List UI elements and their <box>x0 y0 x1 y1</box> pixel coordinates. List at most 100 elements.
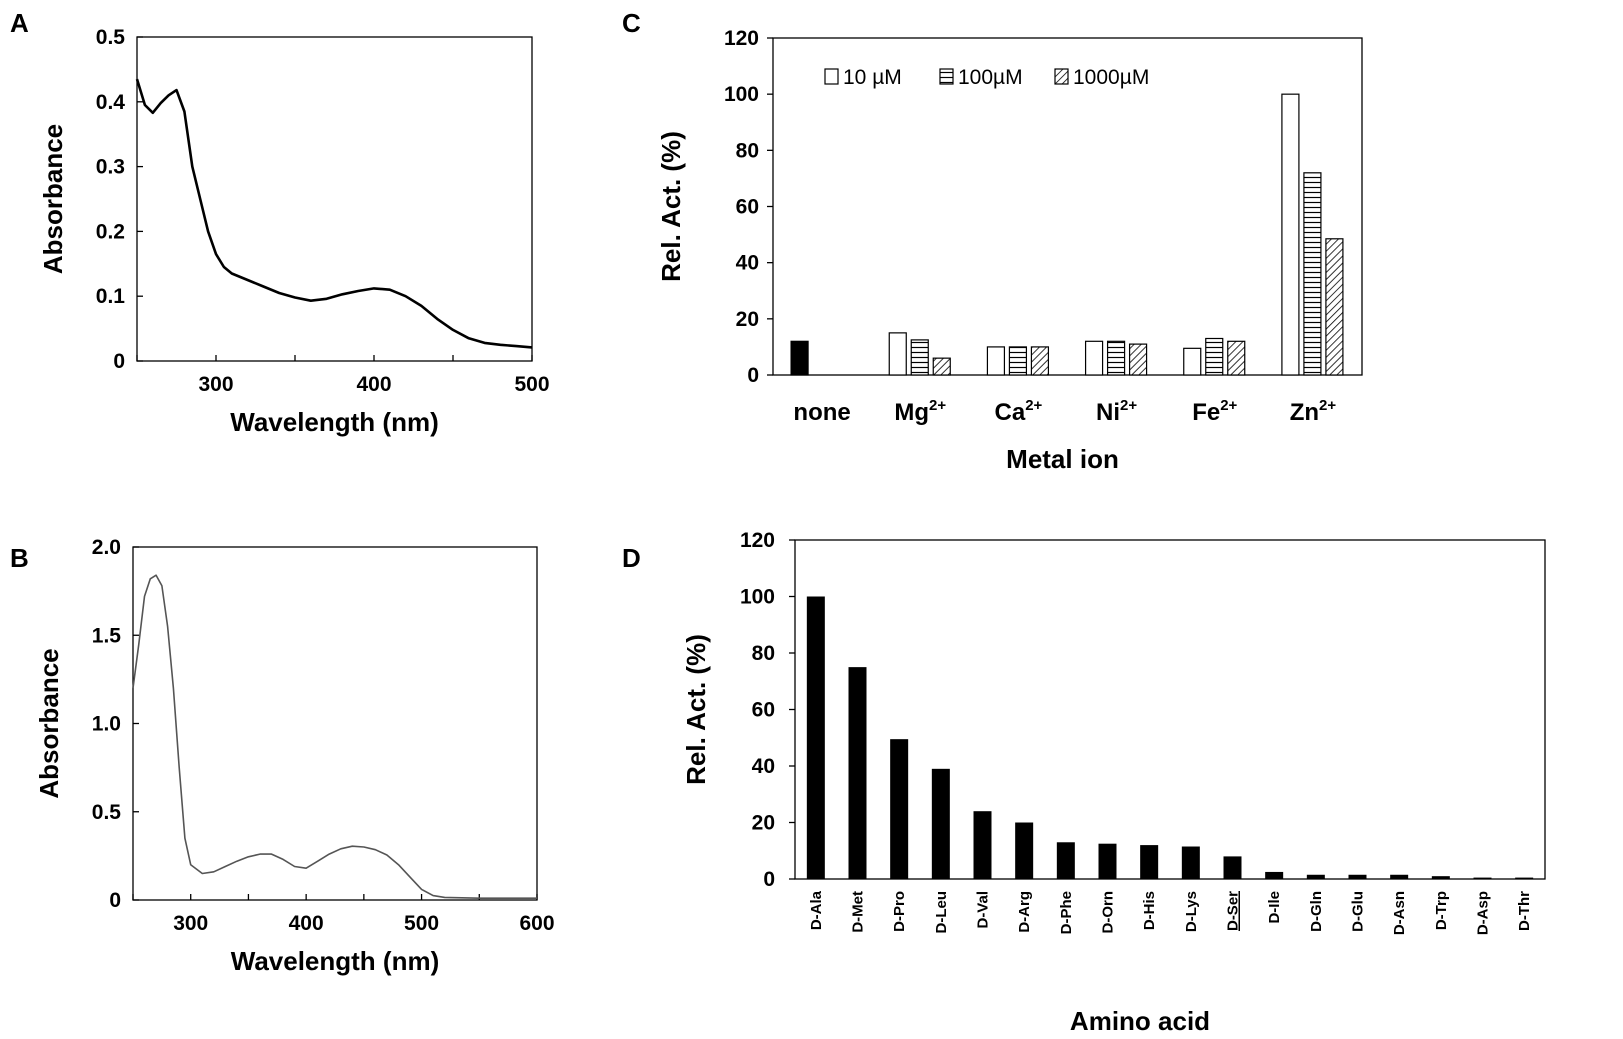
x-axis-title: Wavelength (nm) <box>231 946 439 976</box>
x-category-label-ni: Ni2+ <box>1096 397 1137 426</box>
plot-frame <box>136 36 533 362</box>
y-tick-label: 40 <box>752 755 775 778</box>
plot-frame <box>132 546 538 901</box>
bar-d-met <box>848 667 867 879</box>
x-category-label-ca: Ca2+ <box>995 397 1043 426</box>
x-tick-label: 500 <box>404 912 439 935</box>
y-tick-label: 0 <box>113 350 125 373</box>
y-tick-label: 0 <box>747 364 759 387</box>
y-tick-label: 120 <box>740 529 775 552</box>
spectrum-line <box>135 78 533 349</box>
y-tick-label: 1.5 <box>92 624 122 647</box>
y-tick-label: 20 <box>752 812 775 835</box>
y-axis-title: Absorbance <box>34 648 64 798</box>
y-axis-title: Rel. Act. (%) <box>681 634 711 785</box>
panel-label-b: B <box>10 543 29 573</box>
spectrum-line <box>132 574 537 900</box>
x-category-label-d-thr: D-Thr <box>1516 891 1533 931</box>
x-category-label-d-orn: D-Orn <box>1100 891 1117 934</box>
x-tick-label: 500 <box>514 373 549 396</box>
x-category-label-zn: Zn2+ <box>1290 397 1337 426</box>
bar-ca-100-m <box>1008 346 1028 376</box>
bar-d-ile <box>1265 871 1284 879</box>
bar-mg-1000-m <box>932 357 951 376</box>
bar-zn-100-m <box>1303 172 1322 376</box>
y-tick-label: 1.0 <box>92 713 121 736</box>
x-tick-label: 600 <box>519 912 554 935</box>
bar-fe-1000-m <box>1227 340 1246 376</box>
x-category-label-d-phe: D-Phe <box>1058 891 1075 934</box>
x-category-label-d-ala: D-Ala <box>808 890 825 930</box>
bar-zn-1000-m <box>1325 238 1344 376</box>
bar-d-leu <box>931 768 950 879</box>
y-tick-label: 0.4 <box>96 91 126 114</box>
x-category-label-d-lys: D-Lys <box>1183 891 1200 932</box>
bar-d-trp <box>1431 876 1450 879</box>
bar-d-his <box>1140 845 1159 879</box>
y-tick-label: 80 <box>752 642 775 665</box>
x-category-label-d-gln: D-Gln <box>1308 891 1325 932</box>
x-category-label-none: none <box>793 399 850 426</box>
bar-d-phe <box>1056 842 1075 879</box>
panel-b-absorbance-spectrum: B 0 0.5 1.0 1.5 2.0 300 400 500 600 Wavelength (nm… <box>10 536 555 976</box>
x-category-label-d-ser: D-Ser <box>1225 891 1242 931</box>
bar-d-asn <box>1390 874 1409 879</box>
y-tick-label: 120 <box>724 27 759 50</box>
y-tick-label: 60 <box>752 699 775 722</box>
x-category-label-d-met: D-Met <box>850 891 867 933</box>
y-tick-label: 100 <box>724 83 759 106</box>
legend-swatch-1000-m <box>1054 68 1069 85</box>
x-category-label-d-his: D-His <box>1141 891 1158 930</box>
bar-d-pro <box>890 739 909 879</box>
bar-d-thr <box>1515 877 1534 879</box>
bar-d-val <box>973 811 992 879</box>
x-category-label-d-arg: D-Arg <box>1016 891 1033 933</box>
y-tick-label: 2.0 <box>92 536 121 559</box>
x-category-label-d-ile: D-Ile <box>1266 891 1283 924</box>
panel-label-a: A <box>10 8 29 38</box>
bar-d-glu <box>1348 874 1367 879</box>
x-category-label-d-glu: D-Glu <box>1350 891 1367 932</box>
bar-d-arg <box>1015 822 1034 879</box>
bar-d-asp <box>1473 877 1492 879</box>
y-tick-label: 0.3 <box>96 156 125 179</box>
bar-d-gln <box>1306 874 1325 879</box>
y-tick-label: 0.1 <box>96 285 126 308</box>
x-tick-label: 400 <box>356 373 391 396</box>
bar-ni-100-m <box>1106 340 1126 376</box>
x-category-label-mg: Mg2+ <box>894 397 946 426</box>
bar-mg-10-m <box>888 332 907 376</box>
y-tick-label: 80 <box>736 139 759 162</box>
bar-d-ser <box>1223 856 1242 879</box>
y-tick-label: 0.2 <box>96 220 125 243</box>
legend-swatch-100-m <box>939 68 954 85</box>
y-axis-title: Rel. Act. (%) <box>656 131 686 282</box>
panel-a-absorbance-spectrum: A 0 0.1 0.2 0.3 0.4 0.5 300 400 500 Wavelength (nm… <box>10 8 550 437</box>
legend-label-10-m: 10 µM <box>843 66 902 89</box>
y-tick-label: 0.5 <box>92 801 122 824</box>
bar-ca-10-m <box>986 346 1006 376</box>
legend-label-1000-m: 1000µM <box>1073 66 1149 89</box>
panel-d-amino-acid-bar-chart: D 0 20 40 60 80 100 120 D-Ala D-Met D-Pro D-Leu D-Va… <box>622 529 1546 1036</box>
bar-ni-10-m <box>1084 340 1104 376</box>
y-tick-label: 20 <box>736 308 759 331</box>
y-tick-label: 60 <box>736 196 759 219</box>
x-tick-label: 300 <box>173 912 208 935</box>
panel-label-c: C <box>622 8 641 38</box>
x-tick-label: 400 <box>289 912 324 935</box>
x-axis-title: Wavelength (nm) <box>230 407 438 437</box>
y-tick-label: 40 <box>736 252 759 275</box>
bar-d-orn <box>1098 843 1117 879</box>
legend-label-100-m: 100µM <box>958 66 1023 89</box>
bar-fe-100-m <box>1205 337 1224 376</box>
bar-mg-100-m <box>910 339 929 376</box>
y-tick-label: 0.5 <box>96 26 126 49</box>
y-tick-label: 0 <box>109 889 121 912</box>
x-axis-title: Amino acid <box>1070 1006 1210 1036</box>
x-category-label-d-asn: D-Asn <box>1391 891 1408 935</box>
bar-d-ala <box>806 596 825 879</box>
bar-ca-1000-m <box>1030 346 1050 376</box>
x-category-label-d-trp: D-Trp <box>1433 891 1450 930</box>
y-tick-label: 100 <box>740 586 775 609</box>
bar-control-none <box>790 340 809 376</box>
